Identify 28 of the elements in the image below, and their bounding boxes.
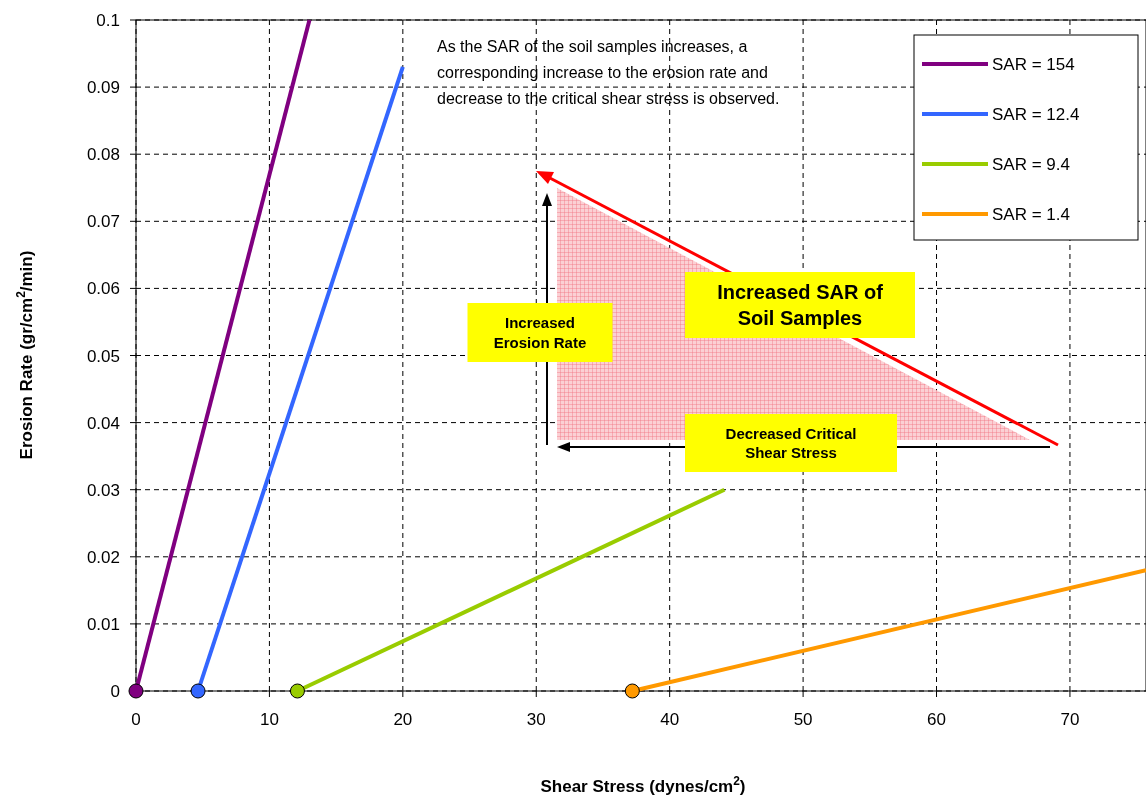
x-tick-label: 60 [927, 710, 946, 729]
legend-label: SAR = 9.4 [992, 155, 1070, 174]
y-tick-label: 0.03 [86, 480, 120, 500]
y-tick-label: 0.07 [86, 212, 120, 232]
y-tick-label: 0.1 [96, 11, 120, 30]
x-tick-label: 50 [793, 710, 813, 729]
legend-label: SAR = 1.4 [992, 205, 1070, 224]
annotation: Increased Erosion Rate [493, 314, 587, 351]
y-tick-label: 0.06 [86, 279, 120, 299]
x-axis-title: Shear Stress (dynes/cm$^{2}$) [540, 774, 746, 796]
legend-label: SAR = 12.4 [992, 105, 1080, 124]
y-tick-label: 0.01 [86, 614, 120, 634]
y-tick-label: 0.05 [86, 346, 120, 366]
y-tick-label: 0 [110, 682, 120, 701]
x-tick-label: 40 [660, 710, 680, 729]
y-tick-label: 0.02 [86, 547, 120, 567]
x-tick-label: 20 [393, 710, 413, 729]
y-tick-label: 0.08 [86, 145, 120, 165]
legend-label: SAR = 154 [992, 55, 1075, 74]
annotation: As the SAR of the soil samples increases, a corresponding increase to the erosion rate and decrease to the critical shear stress is observed. [437, 38, 780, 107]
y-tick-label: 0.04 [86, 413, 120, 433]
x-tick-label: 70 [1060, 710, 1080, 729]
x-tick-label: 0 [131, 710, 141, 729]
y-tick-label: 0.09 [86, 78, 120, 98]
annotation: Increased SAR of Soil Samples [717, 281, 884, 329]
x-tick-label: 30 [526, 710, 546, 729]
x-tick-label: 10 [259, 710, 279, 729]
annotation: Decreased Critical Shear Stress [725, 424, 857, 461]
